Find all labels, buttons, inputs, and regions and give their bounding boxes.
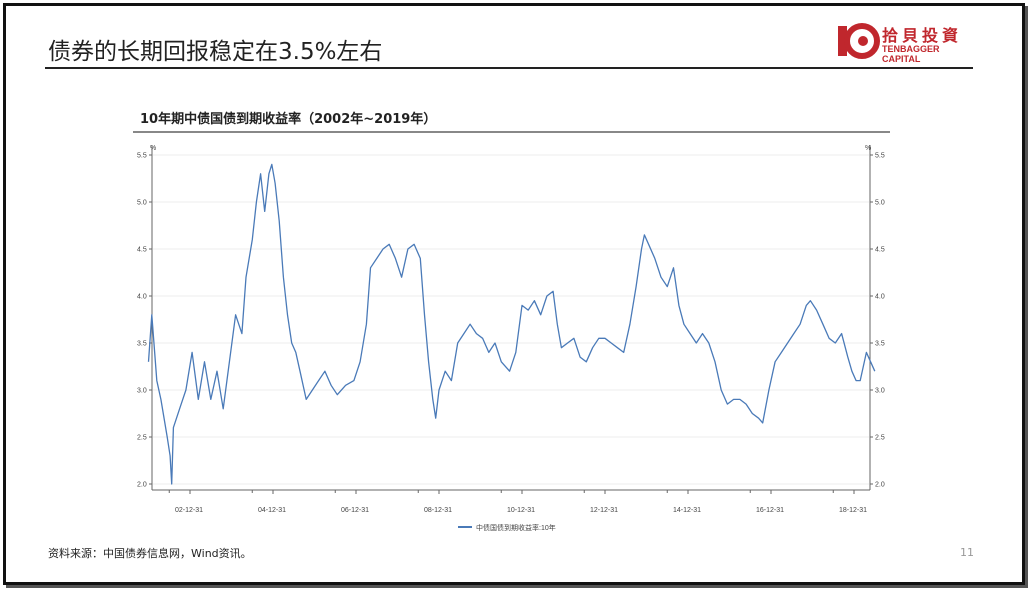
y-tick-label-left: 5.5 [137,153,147,160]
x-tick-label: 16-12-31 [756,507,784,514]
x-tick-label: 14-12-31 [673,507,701,514]
logo: 拾貝投資 TENBAGGER CAPITAL [836,22,976,64]
source-note: 资料来源：中国债券信息网，Wind资讯。 [48,547,252,560]
y-tick-label-right: 2.5 [875,435,885,442]
y-tick-label-left: 3.5 [137,341,147,348]
legend-label: 中债国债到期收益率:10年 [476,523,556,532]
y-tick-label-right: 5.0 [875,200,885,207]
y-tick-label-left: 2.0 [137,482,147,489]
slide-frame [3,3,1025,585]
x-tick-label: 18-12-31 [839,507,867,514]
chart-title-divider [133,131,890,133]
y-unit-right: % [865,145,871,152]
y-tick-label-right: 5.5 [875,153,885,160]
x-tick-label: 08-12-31 [424,507,452,514]
y-tick-label-right: 4.5 [875,247,885,254]
y-unit-left: % [150,145,156,152]
y-tick-label-right: 4.0 [875,294,885,301]
slide-title: 债券的长期回报稳定在3.5%左右 [48,39,383,65]
logo-icon [838,23,880,59]
y-tick-label-left: 3.0 [137,388,147,395]
y-tick-label-right: 2.0 [875,482,885,489]
logo-text-en: TENBAGGER CAPITAL [882,44,940,64]
x-tick-label: 02-12-31 [175,507,203,514]
y-tick-label-left: 2.5 [137,435,147,442]
chart-title: 10年期中债国债到期收益率（2002年~2019年） [140,112,437,127]
y-tick-label-left: 4.0 [137,294,147,301]
y-tick-label-left: 4.5 [137,247,147,254]
y-tick-label-left: 5.0 [137,200,147,207]
y-tick-label-right: 3.0 [875,388,885,395]
logo-text-cn: 拾貝投資 [882,26,963,45]
series-line-10y-yield [147,163,876,485]
page-number: 11 [960,546,974,559]
x-tick-label: 04-12-31 [258,507,286,514]
y-tick-label-right: 3.5 [875,341,885,348]
x-tick-label: 06-12-31 [341,507,369,514]
x-tick-label: 10-12-31 [507,507,535,514]
title-divider [45,67,973,69]
x-tick-label: 12-12-31 [590,507,618,514]
